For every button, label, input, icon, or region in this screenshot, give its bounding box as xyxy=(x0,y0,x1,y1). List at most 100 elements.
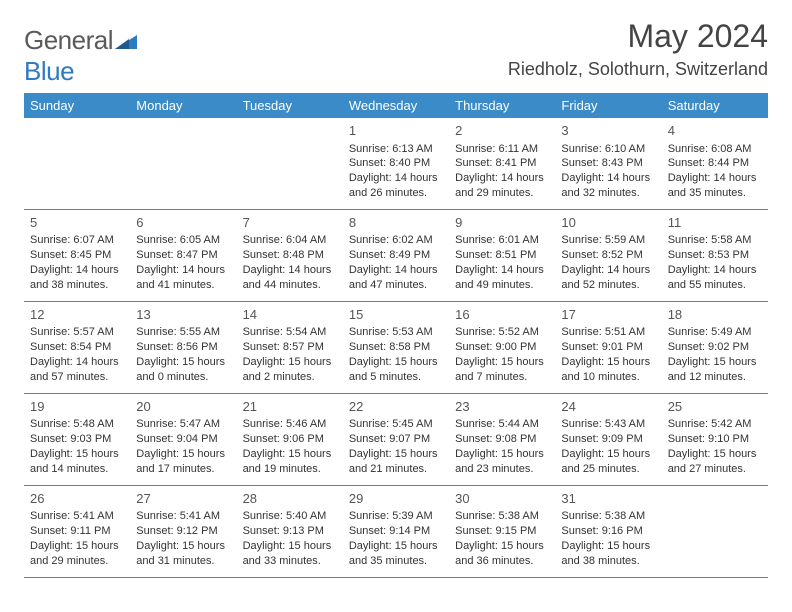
daylight-line: Daylight: 14 hours xyxy=(136,263,230,278)
sunrise-line: Sunrise: 6:10 AM xyxy=(561,142,655,157)
day-number: 7 xyxy=(243,214,337,232)
day-number: 3 xyxy=(561,122,655,140)
calendar-cell: 20Sunrise: 5:47 AMSunset: 9:04 PMDayligh… xyxy=(130,393,236,485)
sunset-line: Sunset: 9:02 PM xyxy=(668,340,762,355)
day-number: 8 xyxy=(349,214,443,232)
calendar-table: Sunday Monday Tuesday Wednesday Thursday… xyxy=(24,93,768,578)
day-number: 25 xyxy=(668,398,762,416)
weekday-header: Monday xyxy=(130,93,236,118)
logo-triangle-icon xyxy=(115,25,137,56)
sunrise-line: Sunrise: 5:58 AM xyxy=(668,233,762,248)
day-number: 11 xyxy=(668,214,762,232)
daylight-line: Daylight: 15 hours xyxy=(455,355,549,370)
calendar-cell: 1Sunrise: 6:13 AMSunset: 8:40 PMDaylight… xyxy=(343,118,449,209)
daylight-line: Daylight: 14 hours xyxy=(455,171,549,186)
day-number: 2 xyxy=(455,122,549,140)
sunrise-line: Sunrise: 6:05 AM xyxy=(136,233,230,248)
weekday-header: Wednesday xyxy=(343,93,449,118)
sunrise-line: Sunrise: 5:41 AM xyxy=(136,509,230,524)
daylight-line-2: and 2 minutes. xyxy=(243,370,337,385)
daylight-line-2: and 21 minutes. xyxy=(349,462,443,477)
day-number: 22 xyxy=(349,398,443,416)
daylight-line-2: and 29 minutes. xyxy=(455,186,549,201)
daylight-line-2: and 38 minutes. xyxy=(561,554,655,569)
daylight-line: Daylight: 14 hours xyxy=(30,355,124,370)
sunrise-line: Sunrise: 5:38 AM xyxy=(561,509,655,524)
calendar-cell: 11Sunrise: 5:58 AMSunset: 8:53 PMDayligh… xyxy=(662,209,768,301)
day-number: 30 xyxy=(455,490,549,508)
weekday-row: Sunday Monday Tuesday Wednesday Thursday… xyxy=(24,93,768,118)
daylight-line: Daylight: 15 hours xyxy=(136,539,230,554)
day-number: 14 xyxy=(243,306,337,324)
sunset-line: Sunset: 8:57 PM xyxy=(243,340,337,355)
sunset-line: Sunset: 8:48 PM xyxy=(243,248,337,263)
daylight-line-2: and 19 minutes. xyxy=(243,462,337,477)
calendar-head: Sunday Monday Tuesday Wednesday Thursday… xyxy=(24,93,768,118)
daylight-line-2: and 25 minutes. xyxy=(561,462,655,477)
day-number: 21 xyxy=(243,398,337,416)
header: GeneralBlue May 2024 Riedholz, Solothurn… xyxy=(24,18,768,87)
daylight-line: Daylight: 15 hours xyxy=(561,447,655,462)
daylight-line-2: and 5 minutes. xyxy=(349,370,443,385)
sunset-line: Sunset: 9:12 PM xyxy=(136,524,230,539)
sunrise-line: Sunrise: 6:01 AM xyxy=(455,233,549,248)
title-block: May 2024 Riedholz, Solothurn, Switzerlan… xyxy=(508,18,768,80)
sunrise-line: Sunrise: 6:11 AM xyxy=(455,142,549,157)
day-number: 24 xyxy=(561,398,655,416)
daylight-line-2: and 35 minutes. xyxy=(668,186,762,201)
sunset-line: Sunset: 8:52 PM xyxy=(561,248,655,263)
sunrise-line: Sunrise: 5:59 AM xyxy=(561,233,655,248)
calendar-cell: 7Sunrise: 6:04 AMSunset: 8:48 PMDaylight… xyxy=(237,209,343,301)
calendar-cell: 16Sunrise: 5:52 AMSunset: 9:00 PMDayligh… xyxy=(449,301,555,393)
sunset-line: Sunset: 8:40 PM xyxy=(349,156,443,171)
day-number: 13 xyxy=(136,306,230,324)
calendar-cell: 4Sunrise: 6:08 AMSunset: 8:44 PMDaylight… xyxy=(662,118,768,209)
daylight-line-2: and 27 minutes. xyxy=(668,462,762,477)
calendar-cell: 14Sunrise: 5:54 AMSunset: 8:57 PMDayligh… xyxy=(237,301,343,393)
day-number: 26 xyxy=(30,490,124,508)
sunset-line: Sunset: 9:03 PM xyxy=(30,432,124,447)
weekday-header: Thursday xyxy=(449,93,555,118)
sunset-line: Sunset: 8:53 PM xyxy=(668,248,762,263)
daylight-line-2: and 38 minutes. xyxy=(30,278,124,293)
daylight-line: Daylight: 15 hours xyxy=(561,355,655,370)
calendar-cell: 17Sunrise: 5:51 AMSunset: 9:01 PMDayligh… xyxy=(555,301,661,393)
sunrise-line: Sunrise: 5:42 AM xyxy=(668,417,762,432)
sunset-line: Sunset: 8:44 PM xyxy=(668,156,762,171)
sunrise-line: Sunrise: 6:02 AM xyxy=(349,233,443,248)
daylight-line: Daylight: 15 hours xyxy=(668,355,762,370)
month-title: May 2024 xyxy=(508,18,768,55)
daylight-line: Daylight: 14 hours xyxy=(455,263,549,278)
day-number: 28 xyxy=(243,490,337,508)
sunset-line: Sunset: 9:14 PM xyxy=(349,524,443,539)
calendar-week-row: 12Sunrise: 5:57 AMSunset: 8:54 PMDayligh… xyxy=(24,301,768,393)
sunset-line: Sunset: 8:45 PM xyxy=(30,248,124,263)
day-number: 18 xyxy=(668,306,762,324)
sunset-line: Sunset: 8:43 PM xyxy=(561,156,655,171)
day-number: 1 xyxy=(349,122,443,140)
sunset-line: Sunset: 9:01 PM xyxy=(561,340,655,355)
sunset-line: Sunset: 8:47 PM xyxy=(136,248,230,263)
sunrise-line: Sunrise: 5:38 AM xyxy=(455,509,549,524)
sunrise-line: Sunrise: 5:54 AM xyxy=(243,325,337,340)
daylight-line-2: and 14 minutes. xyxy=(30,462,124,477)
weekday-header: Tuesday xyxy=(237,93,343,118)
sunrise-line: Sunrise: 5:51 AM xyxy=(561,325,655,340)
calendar-cell xyxy=(130,118,236,209)
calendar-cell xyxy=(662,485,768,577)
day-number: 16 xyxy=(455,306,549,324)
weekday-header: Sunday xyxy=(24,93,130,118)
calendar-cell: 10Sunrise: 5:59 AMSunset: 8:52 PMDayligh… xyxy=(555,209,661,301)
calendar-cell: 19Sunrise: 5:48 AMSunset: 9:03 PMDayligh… xyxy=(24,393,130,485)
calendar-cell: 27Sunrise: 5:41 AMSunset: 9:12 PMDayligh… xyxy=(130,485,236,577)
calendar-cell: 5Sunrise: 6:07 AMSunset: 8:45 PMDaylight… xyxy=(24,209,130,301)
calendar-cell: 25Sunrise: 5:42 AMSunset: 9:10 PMDayligh… xyxy=(662,393,768,485)
daylight-line-2: and 57 minutes. xyxy=(30,370,124,385)
daylight-line-2: and 31 minutes. xyxy=(136,554,230,569)
sunrise-line: Sunrise: 6:04 AM xyxy=(243,233,337,248)
day-number: 4 xyxy=(668,122,762,140)
daylight-line: Daylight: 15 hours xyxy=(561,539,655,554)
daylight-line: Daylight: 14 hours xyxy=(30,263,124,278)
daylight-line-2: and 35 minutes. xyxy=(349,554,443,569)
sunrise-line: Sunrise: 5:39 AM xyxy=(349,509,443,524)
